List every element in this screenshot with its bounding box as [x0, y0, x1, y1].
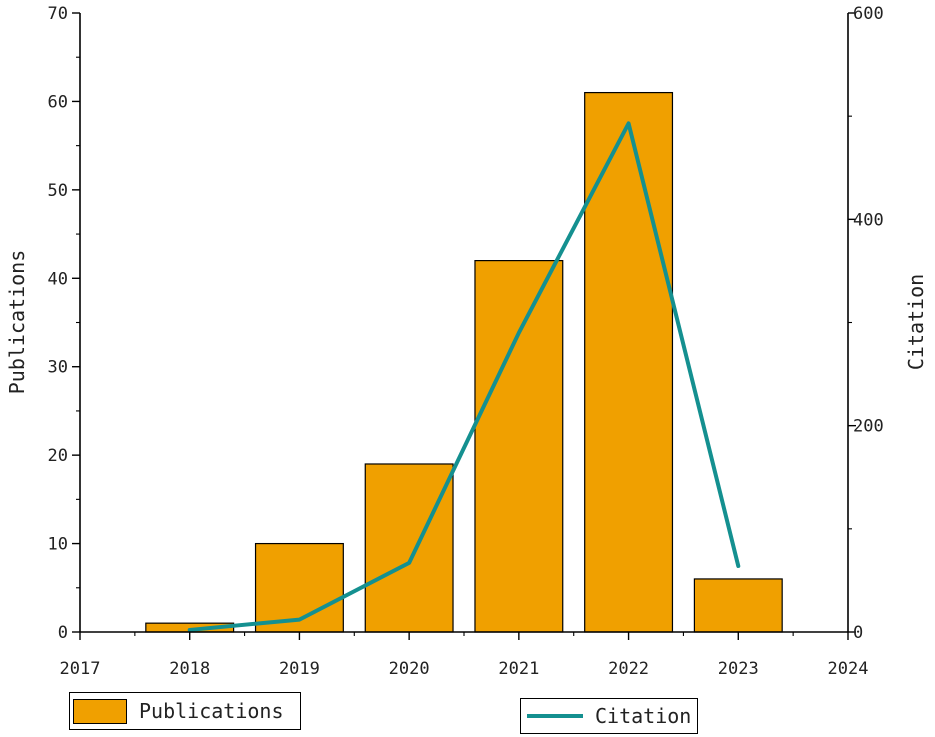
legend-publications: Publications [69, 692, 301, 730]
y-tick-label-70: 70 [48, 4, 68, 24]
y-tick-label-10: 10 [48, 535, 68, 555]
y-tick-label-40: 40 [48, 269, 68, 289]
y-tick-label-20: 20 [48, 446, 68, 466]
x-tick-label-2021: 2021 [498, 659, 539, 679]
x-tick-label-2017: 2017 [60, 659, 101, 679]
y-tick-label-30: 30 [48, 358, 68, 378]
x-tick-label-2018: 2018 [169, 659, 210, 679]
x-tick-label-2020: 2020 [389, 659, 430, 679]
bar-2020 [364, 463, 454, 633]
y-tick-label-0: 0 [58, 623, 68, 643]
y2-tick-label-600: 600 [853, 4, 884, 24]
bar-2023 [693, 578, 783, 633]
bar-2021 [474, 260, 564, 633]
legend-swatch-citation [527, 714, 583, 718]
bar-2022 [584, 91, 674, 633]
y2-axis-title: Citation [904, 274, 928, 370]
x-tick-label-2024: 2024 [828, 659, 869, 679]
y2-tick-label-400: 400 [853, 210, 884, 230]
x-tick-label-2023: 2023 [718, 659, 759, 679]
bar-2019 [254, 542, 344, 633]
citation-line-group [187, 121, 741, 632]
y-axis-title: Publications [5, 250, 29, 395]
legend-swatch-publications [73, 698, 127, 724]
legend-label-publications: Publications [139, 699, 284, 723]
y2-tick-label-200: 200 [853, 417, 884, 437]
axes-group: 0 10 20 30 40 50 60 70 0 200 400 600 2017 2018 2019 202… [48, 4, 884, 679]
y2-tick-label-0: 0 [853, 623, 863, 643]
x-tick-label-2019: 2019 [279, 659, 320, 679]
legend-label-citation: Citation [595, 704, 692, 728]
x-tick-label-2022: 2022 [608, 659, 649, 679]
legend-citation: Citation [520, 698, 698, 734]
citation-line [187, 121, 741, 632]
y-tick-label-60: 60 [48, 92, 68, 112]
y-tick-label-50: 50 [48, 181, 68, 201]
